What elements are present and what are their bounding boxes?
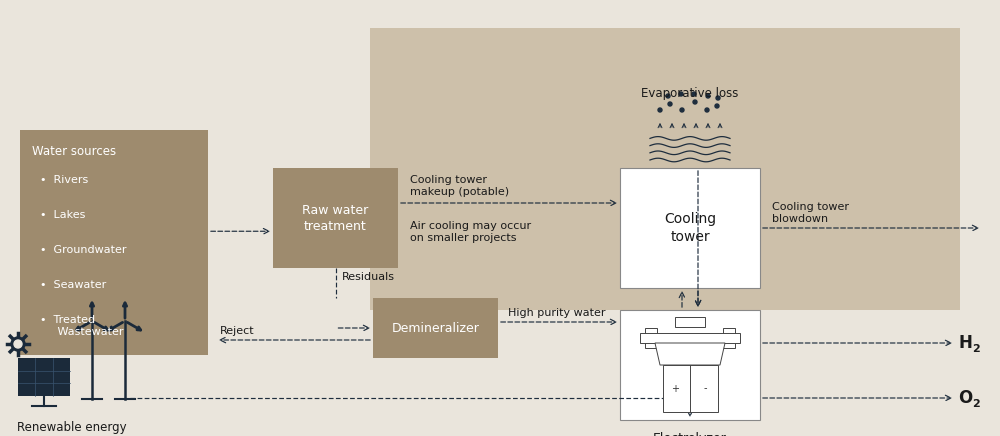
Bar — [18, 358, 70, 396]
Text: •  Rivers: • Rivers — [40, 175, 88, 185]
Circle shape — [668, 102, 672, 106]
Text: Reject: Reject — [220, 326, 255, 336]
Text: Cooling tower
makeup (potable): Cooling tower makeup (potable) — [410, 174, 509, 197]
Text: Raw water
treatment: Raw water treatment — [302, 204, 369, 232]
Circle shape — [716, 96, 720, 100]
Text: O: O — [958, 389, 972, 407]
Bar — [373, 298, 498, 358]
Circle shape — [679, 92, 683, 96]
Text: Renewable energy: Renewable energy — [17, 421, 127, 434]
Circle shape — [680, 108, 684, 112]
Text: Evaporative loss: Evaporative loss — [641, 87, 739, 100]
Bar — [273, 168, 398, 268]
Bar — [723, 328, 735, 348]
Text: Air cooling may occur
on smaller projects: Air cooling may occur on smaller project… — [410, 221, 531, 243]
Text: +: + — [671, 384, 679, 394]
Text: •  Lakes: • Lakes — [40, 210, 85, 220]
Circle shape — [705, 108, 709, 112]
Polygon shape — [655, 343, 725, 365]
Bar — [620, 168, 760, 288]
Text: H: H — [958, 334, 972, 352]
Circle shape — [692, 92, 696, 96]
Text: 2: 2 — [972, 344, 980, 354]
Text: •  Seawater: • Seawater — [40, 280, 106, 290]
Bar — [675, 317, 705, 327]
Text: Water sources: Water sources — [32, 145, 116, 158]
Text: High purity water: High purity water — [508, 308, 606, 318]
Text: Electrolyzer: Electrolyzer — [653, 432, 727, 436]
Bar — [620, 310, 760, 420]
Bar — [370, 28, 960, 310]
Text: Residuals: Residuals — [342, 272, 394, 282]
Bar — [640, 333, 740, 343]
Circle shape — [11, 337, 25, 351]
Circle shape — [715, 104, 719, 108]
Circle shape — [706, 94, 710, 98]
Circle shape — [693, 100, 697, 104]
Text: 2: 2 — [972, 399, 980, 409]
Text: -: - — [703, 384, 707, 394]
Bar — [645, 328, 657, 348]
Circle shape — [658, 108, 662, 112]
Bar — [662, 365, 718, 412]
Circle shape — [14, 340, 22, 348]
Circle shape — [666, 94, 670, 98]
Bar — [20, 130, 208, 355]
Text: •  Treated
     Wastewater: • Treated Wastewater — [40, 315, 124, 337]
Text: Demineralizer: Demineralizer — [392, 321, 479, 334]
Text: Cooling tower
blowdown: Cooling tower blowdown — [772, 201, 849, 224]
Text: Cooling
tower: Cooling tower — [664, 212, 716, 244]
Text: •  Groundwater: • Groundwater — [40, 245, 126, 255]
